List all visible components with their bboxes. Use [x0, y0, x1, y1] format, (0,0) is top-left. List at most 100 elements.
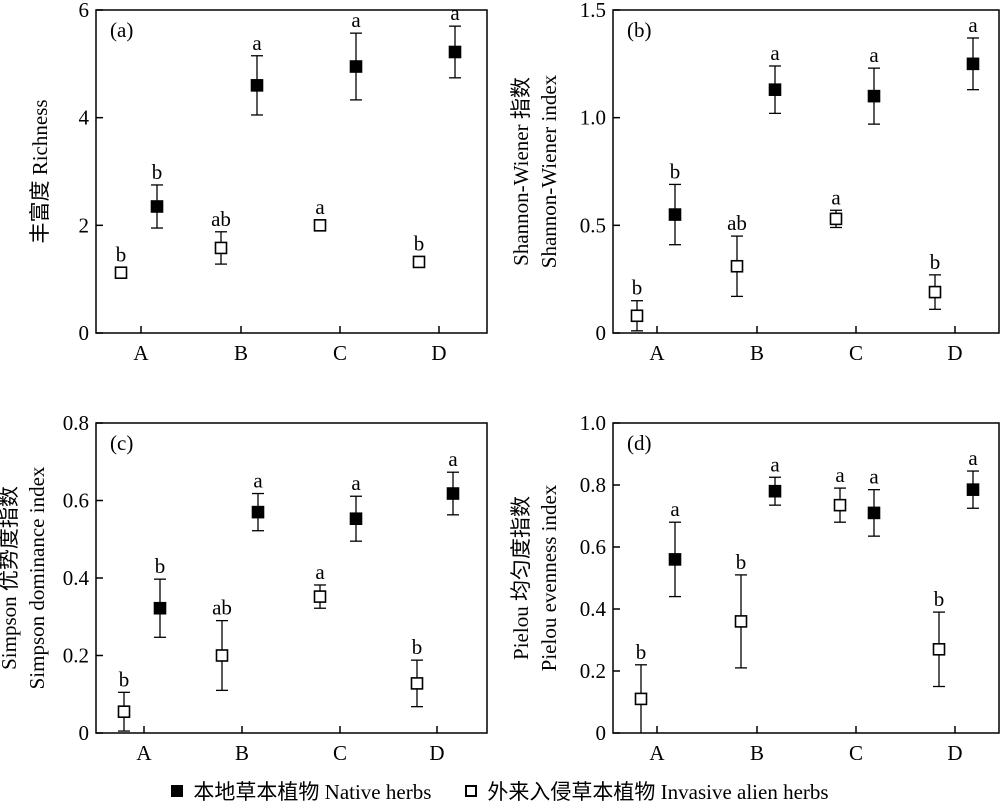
significance-letter: a [351, 471, 361, 495]
y-axis-label: Pielou evenness index [537, 484, 561, 671]
legend-item-native: 本地草本植物 Native herbs [171, 776, 431, 806]
panel-c: 0 0.2 0.4 0.6 0.8 A B C D (c) Simpson 优势度指数 Simpson… [0, 411, 488, 765]
x-tick-label: D [429, 741, 444, 765]
data-point-invasive [833, 498, 847, 512]
y-tick-label: 0.8 [63, 411, 89, 435]
significance-letter: b [412, 635, 423, 659]
significance-letter: b [119, 667, 130, 691]
data-point-native [867, 89, 881, 103]
data-point-invasive [829, 212, 843, 226]
significance-letter: a [968, 13, 978, 37]
x-tick-label: D [947, 341, 962, 365]
data-point-invasive [634, 692, 648, 706]
data-point-native [768, 484, 782, 498]
y-tick-label: 6 [79, 0, 90, 22]
data-point-native [448, 45, 462, 59]
significance-letter: b [414, 232, 425, 256]
x-tick-label: B [750, 341, 764, 365]
y-tick-label: 1.0 [580, 106, 606, 130]
y-tick-label: 0.4 [580, 597, 607, 621]
y-tick-label: 0 [596, 321, 607, 345]
data-point-invasive [410, 677, 424, 690]
significance-letter: a [351, 8, 361, 32]
data-point-native [349, 60, 363, 73]
x-tick-label: A [649, 341, 665, 365]
y-tick-label: 1.5 [580, 0, 606, 22]
significance-letter: b [930, 250, 941, 274]
x-tick-label: C [333, 741, 347, 765]
significance-letter: b [155, 554, 166, 578]
data-point-invasive [313, 590, 327, 603]
y-tick-label: 4 [79, 106, 90, 130]
open-square-icon [465, 785, 478, 797]
y-tick-label: 0.6 [580, 535, 606, 559]
x-tick-label: D [947, 741, 962, 765]
significance-letter: a [315, 560, 325, 584]
y-tick-label: 0.5 [580, 213, 606, 237]
panel-d: 0 0.2 0.4 0.6 0.8 1.0 A B C D (d) Pielou 均匀度指数 Pielo… [509, 411, 1000, 765]
data-point-invasive [215, 649, 229, 662]
data-point-invasive [117, 705, 131, 718]
legend-item-invasive: 外来入侵草本植物 Invasive alien herbs [465, 776, 829, 806]
significance-letter: a [252, 31, 262, 55]
significance-letter: b [152, 160, 163, 184]
y-tick-label: 0.2 [63, 644, 89, 668]
data-point-invasive [313, 219, 327, 232]
significance-letter: a [450, 1, 460, 25]
significance-letter: b [116, 242, 127, 266]
significance-letter: a [869, 43, 879, 67]
filled-square-icon [171, 785, 184, 797]
panel-label: (c) [110, 431, 133, 455]
significance-letter: b [736, 550, 747, 574]
data-point-native [251, 505, 265, 519]
data-point-invasive [114, 266, 128, 280]
data-point-invasive [214, 241, 228, 255]
significance-letter: ab [211, 207, 231, 231]
y-tick-label: 1.0 [580, 411, 606, 435]
y-tick-label: 0.4 [63, 566, 90, 590]
y-axis-label: Simpson 优势度指数 [0, 486, 21, 670]
x-tick-label: C [333, 341, 347, 365]
x-tick-label: B [235, 741, 249, 765]
significance-letter: b [670, 159, 681, 183]
significance-letter: ab [727, 211, 747, 235]
x-tick-label: B [750, 741, 764, 765]
data-point-native [768, 83, 782, 96]
data-point-native [966, 57, 980, 71]
significance-letter: a [835, 463, 845, 487]
plot-frame [95, 9, 488, 334]
data-point-native [150, 200, 164, 213]
data-point-invasive [928, 285, 942, 299]
data-point-native [668, 208, 682, 221]
y-axis-label: Pielou 均匀度指数 [509, 496, 533, 660]
data-point-invasive [412, 255, 426, 269]
data-point-invasive [734, 615, 748, 628]
x-tick-label: C [849, 741, 863, 765]
significance-letter: a [315, 195, 325, 219]
panel-b: 0 0.5 1.0 1.5 A B C D (b) Shannon-Wiener 指数 Shanno… [509, 0, 1000, 365]
plot-frame [612, 422, 1000, 734]
significance-letter: a [770, 41, 780, 65]
significance-letter: ab [212, 596, 232, 620]
significance-letter: b [632, 276, 643, 300]
plot-frame [612, 9, 1000, 334]
y-tick-label: 0.8 [580, 473, 606, 497]
significance-letter: a [253, 469, 263, 493]
y-axis-label: 丰富度 Richness [28, 99, 52, 243]
legend: 本地草本植物 Native herbs 外来入侵草本植物 Invasive al… [0, 776, 1000, 806]
legend-label-native: 本地草本植物 Native herbs [193, 780, 432, 804]
x-tick-label: B [234, 341, 248, 365]
data-point-invasive [730, 259, 744, 273]
x-tick-label: C [849, 341, 863, 365]
legend-label-invasive: 外来入侵草本植物 Invasive alien herbs [487, 780, 829, 804]
significance-letter: a [670, 497, 680, 521]
significance-letter: a [968, 446, 978, 470]
data-point-native [446, 487, 460, 500]
y-tick-label: 0 [79, 721, 90, 745]
significance-letter: a [869, 465, 879, 489]
significance-letter: b [934, 587, 945, 611]
x-tick-label: D [431, 341, 446, 365]
significance-letter: a [831, 185, 841, 209]
y-tick-label: 2 [79, 213, 90, 237]
